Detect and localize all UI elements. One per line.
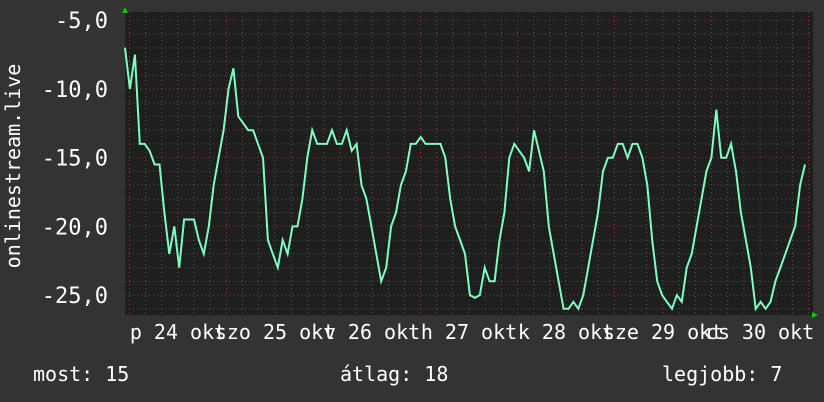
x-tick-label: v 26 okt [324,320,420,344]
y-tick-label: -10,0 [42,78,108,103]
x-tick-label: k 28 okt [518,320,614,344]
x-tick-label: p 24 okt [130,320,226,344]
x-tick-label: szo 25 okt [215,320,335,344]
average-value: átlag: 18 [340,362,449,386]
y-tick-label: -5,0 [55,9,108,34]
y-axis-arrow [122,7,128,13]
y-tick-label: -25,0 [42,284,108,309]
y-axis-label: onlinestream.live [1,64,25,269]
best-value: legjobb: 7 [662,362,783,386]
x-tick-label: cs 30 okt [706,320,814,344]
y-ticks: -25,0 -20,0 -15,0 -10,0 -5,0 [42,9,108,309]
x-tick-label: h 27 okt [421,320,517,344]
series-line [124,47,806,312]
x-axis-arrow [812,312,818,318]
y-tick-label: -20,0 [42,215,108,240]
y-tick-label: -15,0 [42,147,108,172]
current-value: most: 15 [33,362,130,386]
x-tick-label: sze 29 okt [603,320,723,344]
